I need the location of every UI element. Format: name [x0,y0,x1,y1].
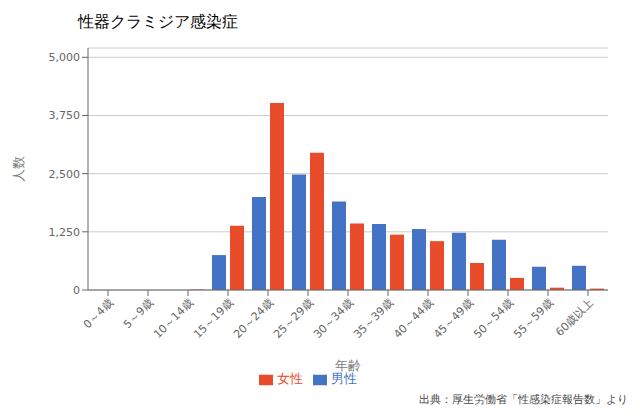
svg-text:3,750: 3,750 [49,109,81,122]
svg-text:25～29歳: 25～29歳 [271,296,316,341]
svg-text:20～24歳: 20～24歳 [231,296,276,341]
svg-text:0～4歳: 0～4歳 [81,296,116,331]
svg-text:60歳以上: 60歳以上 [553,296,595,338]
svg-text:45～49歳: 45～49歳 [431,296,476,341]
svg-text:2,500: 2,500 [49,168,81,181]
html-text:性器クラミジア感染症: 性器クラミジア感染症 [78,12,238,31]
html-text:出典：厚生労働省「性感染症報告数」より: 出典：厚生労働省「性感染症報告数」より [419,393,628,406]
svg-text:40～44歳: 40～44歳 [391,296,436,341]
svg-text:5,000: 5,000 [49,51,81,64]
svg-text:15～19歳: 15～19歳 [191,296,236,341]
svg-text:10～14歳: 10～14歳 [151,296,196,341]
svg-text:0: 0 [73,284,80,297]
svg-text:人数: 人数 [11,156,26,182]
html-text:男性: 男性 [331,371,357,386]
svg-text:50～54歳: 50～54歳 [471,296,516,341]
svg-text:55～59歳: 55～59歳 [511,296,556,341]
svg-text:1,250: 1,250 [49,226,81,239]
svg-text:30～34歳: 30～34歳 [311,296,356,341]
html-text:女性: 女性 [277,371,303,386]
svg-text:35～39歳: 35～39歳 [351,296,396,341]
svg-text:5～9歳: 5～9歳 [121,296,156,331]
svg-text:年齢: 年齢 [335,358,361,373]
